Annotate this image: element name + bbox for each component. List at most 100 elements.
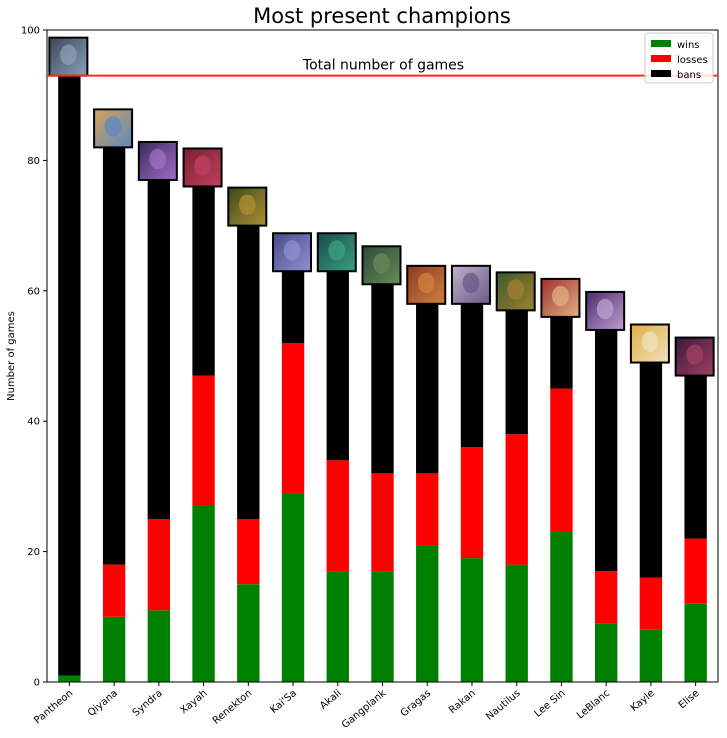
legend-label-losses: losses (677, 55, 708, 66)
champion-face-shape (194, 155, 211, 176)
y-tick-label: 40 (27, 417, 40, 428)
champion-portrait-icon (361, 245, 402, 286)
y-tick-label: 20 (27, 547, 40, 558)
bar-wins-nautilus (505, 564, 528, 682)
y-tick-label: 100 (21, 26, 40, 37)
legend-swatch-wins (651, 40, 671, 47)
champion-face-shape (60, 44, 77, 65)
y-tick-label: 0 (34, 678, 40, 689)
champion-portrait-icon (137, 140, 178, 181)
champion-portrait-icon (540, 277, 581, 318)
champion-face-shape (462, 272, 480, 294)
champion-face-shape (507, 279, 525, 300)
champion-face-shape (149, 148, 167, 170)
champion-portrait-icon (227, 186, 268, 227)
bar-wins-elise (684, 603, 707, 682)
champion-portrait-icon (48, 36, 89, 77)
bar-bans-elise (684, 375, 707, 539)
x-tick-label: Gangplank (340, 688, 389, 731)
bar-bans-lee-sin (550, 316, 573, 389)
bar-wins-pantheon (58, 675, 81, 682)
champion-portrait-icon (450, 264, 491, 305)
bar-wins-xayah (192, 505, 215, 682)
bar-bans-syndra (147, 179, 171, 519)
champion-portrait-icon (182, 147, 223, 188)
bar-bans-leblanc (594, 329, 618, 572)
bar-bans-pantheon (58, 75, 81, 676)
x-tick-label: Syndra (131, 688, 165, 719)
bar-bans-akali (326, 271, 349, 461)
bar-bans-kayle (639, 362, 663, 578)
bar-losses-gangplank (371, 473, 394, 572)
bar-wins-qiyana (102, 616, 126, 682)
x-tick-label: Qiyana (86, 688, 120, 719)
champion-portrait-icon (93, 108, 134, 149)
bar-wins-kayle (639, 629, 663, 682)
x-tick-label: Nautilus (484, 688, 522, 723)
champion-face-shape (328, 240, 346, 261)
bar-losses-kayle (639, 577, 663, 630)
x-tick-label: Renekton (211, 688, 254, 727)
x-tick-label: Xayah (178, 688, 209, 717)
bar-wins-rakan (460, 558, 484, 682)
bar-wins-kai-sa (281, 492, 305, 682)
legend-swatch-losses (651, 55, 671, 62)
y-axis-label: Number of games (6, 311, 17, 401)
x-tick-label: Pantheon (32, 688, 75, 727)
x-tick-label: Elise (677, 688, 702, 711)
x-tick-label: Lee Sin (532, 688, 567, 720)
bar-losses-akali (326, 460, 349, 572)
champion-face-shape (552, 285, 569, 307)
bar-bans-gangplank (371, 284, 394, 474)
bar-losses-xayah (192, 375, 215, 506)
x-tick-label: Gragas (399, 688, 433, 719)
bar-losses-elise (684, 538, 707, 604)
bar-bans-gragas (416, 303, 439, 474)
champion-face-shape (238, 194, 256, 215)
reference-line-group: Total number of games (47, 58, 718, 77)
bar-losses-lee-sin (550, 388, 573, 533)
champion-portrait-icon (272, 232, 313, 273)
bar-losses-leblanc (594, 571, 618, 624)
legend: wins losses bans (644, 32, 714, 84)
champion-face-shape (686, 344, 703, 365)
champion-face-shape (283, 240, 301, 261)
bar-losses-rakan (460, 447, 484, 559)
bar-bans-renekton (237, 225, 260, 519)
x-tick-label: Kai'Sa (269, 688, 299, 716)
x-tick-label: Rakan (447, 688, 478, 716)
champion-face-shape (596, 298, 614, 320)
champion-portrait-frame (674, 336, 715, 377)
x-tick-label: Akali (318, 688, 344, 712)
legend-swatch-bans (651, 70, 671, 77)
plot-area: 0 20 40 60 80 100 Pantheon Qiyana Syndra Xayah Ren… (21, 26, 719, 731)
bar-wins-syndra (147, 610, 171, 682)
y-tick-label: 60 (27, 286, 40, 297)
bar-losses-syndra (147, 519, 171, 611)
bar-losses-qiyana (102, 564, 126, 617)
x-tick-label: LeBlanc (575, 688, 612, 722)
champion-portrait-icon (629, 323, 670, 364)
bar-losses-gragas (416, 473, 439, 546)
champion-portrait-frame (361, 245, 402, 286)
champion-portrait-frame (629, 323, 670, 364)
x-tick-label: Kayle (629, 688, 657, 714)
champion-portrait-icon (585, 290, 626, 331)
bar-bans-nautilus (505, 310, 528, 435)
champion-portrait-icon (316, 232, 357, 273)
legend-label-bans: bans (677, 70, 701, 81)
champion-face-shape (373, 253, 390, 274)
legend-label-wins: wins (677, 40, 700, 51)
bar-wins-lee-sin (550, 532, 573, 682)
bar-wins-akali (326, 571, 349, 682)
champion-portrait-icon (406, 264, 447, 305)
champion-face-shape (104, 116, 122, 137)
bar-bans-qiyana (102, 147, 126, 565)
bar-bans-kai-sa (281, 271, 305, 343)
y-tick-label: 80 (27, 156, 40, 167)
bar-wins-renekton (237, 584, 260, 682)
bar-losses-renekton (237, 519, 260, 585)
bar-losses-kai-sa (281, 342, 305, 493)
bar-wins-leblanc (594, 623, 618, 682)
